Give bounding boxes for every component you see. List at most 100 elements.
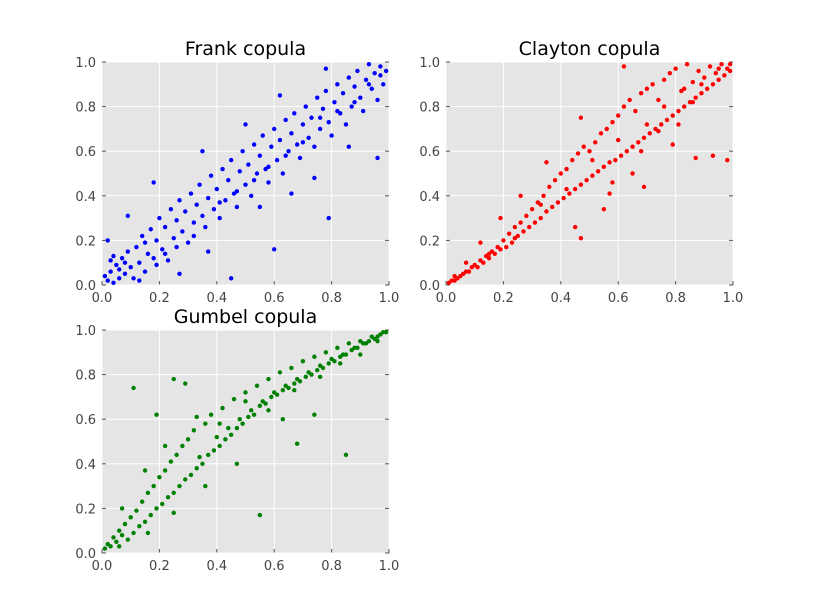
clayton-data-point xyxy=(584,177,589,183)
frank-data-point xyxy=(194,202,199,207)
gumbel-data-point xyxy=(211,448,217,453)
gumbel-y-tick-label: 0.4 xyxy=(75,458,96,473)
clayton-data-point xyxy=(595,169,601,174)
frank-data-point xyxy=(200,149,205,154)
clayton-x-tick-label: 0.6 xyxy=(608,291,629,306)
frank-data-point xyxy=(378,73,383,78)
clayton-data-point xyxy=(616,137,621,143)
frank-data-point xyxy=(125,213,131,219)
clayton-data-point xyxy=(676,108,681,114)
clayton-data-point xyxy=(552,177,558,183)
frank-data-point xyxy=(165,258,171,263)
gumbel-data-point xyxy=(217,443,222,449)
gumbel-data-point xyxy=(157,474,162,480)
clayton-x-tick-label: 0.8 xyxy=(665,291,686,306)
gumbel-data-point xyxy=(142,468,148,473)
clayton-data-point xyxy=(670,113,675,118)
frank-data-point xyxy=(234,204,240,210)
frank-data-point xyxy=(154,262,159,268)
clayton-data-point xyxy=(486,256,492,261)
gumbel-x-tick-label: 0.6 xyxy=(264,559,285,574)
frank-copula-panel: 0.0 0.2 0.4 0.6 0.8 1.0 0.0 0.2 0.4 0.6 0.8 1.0 Fran… xyxy=(75,38,399,306)
frank-data-point xyxy=(117,267,122,272)
clayton-data-point xyxy=(486,251,492,256)
clayton-data-point xyxy=(716,66,721,71)
gumbel-data-point xyxy=(160,501,165,507)
clayton-data-point xyxy=(575,151,581,156)
clayton-y-tick-label: 0.4 xyxy=(419,190,440,205)
clayton-data-point xyxy=(558,171,563,176)
frank-data-point xyxy=(283,117,288,123)
gumbel-data-point xyxy=(280,388,286,393)
clayton-x-tick-label: 0.4 xyxy=(550,291,571,306)
clayton-data-point xyxy=(725,157,730,163)
gumbel-y-tick-label: 1.0 xyxy=(75,324,96,339)
gumbel-data-point xyxy=(234,425,240,431)
frank-data-point xyxy=(108,258,113,263)
frank-data-point xyxy=(312,144,317,149)
frank-data-point xyxy=(217,215,222,221)
clayton-data-point xyxy=(630,171,635,176)
gumbel-data-point xyxy=(251,412,257,417)
gumbel-data-point xyxy=(243,399,248,404)
frank-data-point xyxy=(197,182,202,187)
frank-data-point xyxy=(289,131,294,136)
clayton-data-point xyxy=(538,215,543,221)
clayton-y-tick-label: 0.8 xyxy=(419,101,440,116)
frank-data-point xyxy=(283,153,288,158)
clayton-data-point xyxy=(727,62,733,67)
clayton-data-point xyxy=(650,82,655,87)
gumbel-y-tick-label: 0.0 xyxy=(75,547,96,562)
frank-data-point xyxy=(226,177,231,183)
gumbel-data-point xyxy=(128,515,133,520)
clayton-data-point xyxy=(590,157,595,163)
clayton-x-tick-label: 0.2 xyxy=(493,291,514,306)
clayton-chart-title: Clayton copula xyxy=(519,38,661,60)
clayton-data-point xyxy=(564,166,569,172)
gumbel-copula-panel: 0.0 0.2 0.4 0.6 0.8 1.0 0.0 0.2 0.4 0.6 0.8 1.0 Gumb… xyxy=(75,306,399,574)
gumbel-data-point xyxy=(102,546,108,551)
gumbel-data-point xyxy=(297,379,303,384)
frank-data-point xyxy=(269,144,274,149)
frank-data-point xyxy=(317,115,323,120)
gumbel-data-point xyxy=(335,345,340,351)
clayton-data-point xyxy=(601,164,607,170)
frank-data-point xyxy=(131,276,136,281)
gumbel-x-tick-label: 0.0 xyxy=(92,559,113,574)
gumbel-data-point xyxy=(139,499,145,504)
frank-data-point xyxy=(111,280,116,285)
frank-data-point xyxy=(352,99,357,105)
frank-data-point xyxy=(349,104,354,109)
frank-x-tick-label: 0.0 xyxy=(92,291,113,306)
frank-data-point xyxy=(272,247,277,252)
gumbel-data-point xyxy=(183,477,188,482)
frank-data-point xyxy=(177,198,182,203)
frank-y-tick-label: 0.4 xyxy=(75,190,96,205)
gumbel-data-point xyxy=(174,452,179,458)
clayton-data-point xyxy=(549,204,555,210)
gumbel-data-point xyxy=(208,412,214,417)
frank-data-point xyxy=(335,82,340,87)
frank-data-point xyxy=(366,62,372,67)
frank-data-point xyxy=(137,278,142,283)
gumbel-data-point xyxy=(142,519,148,524)
frank-data-point xyxy=(329,133,334,138)
gumbel-data-point xyxy=(194,414,199,420)
clayton-data-point xyxy=(581,144,586,149)
gumbel-data-point xyxy=(300,359,306,364)
frank-y-tick-label: 0.6 xyxy=(75,145,96,160)
clayton-data-point xyxy=(693,155,698,161)
frank-data-point xyxy=(309,115,314,120)
clayton-data-point xyxy=(716,77,721,83)
frank-data-point xyxy=(277,137,283,143)
clayton-data-point xyxy=(613,157,618,163)
frank-data-point xyxy=(286,149,291,154)
frank-data-point xyxy=(257,153,263,158)
frank-data-point xyxy=(174,218,179,223)
clayton-data-point xyxy=(572,186,578,192)
clayton-data-point xyxy=(601,206,607,212)
gumbel-data-point xyxy=(137,524,142,529)
frank-data-point xyxy=(145,251,151,256)
gumbel-data-point xyxy=(338,361,343,366)
gumbel-data-point xyxy=(154,506,159,511)
